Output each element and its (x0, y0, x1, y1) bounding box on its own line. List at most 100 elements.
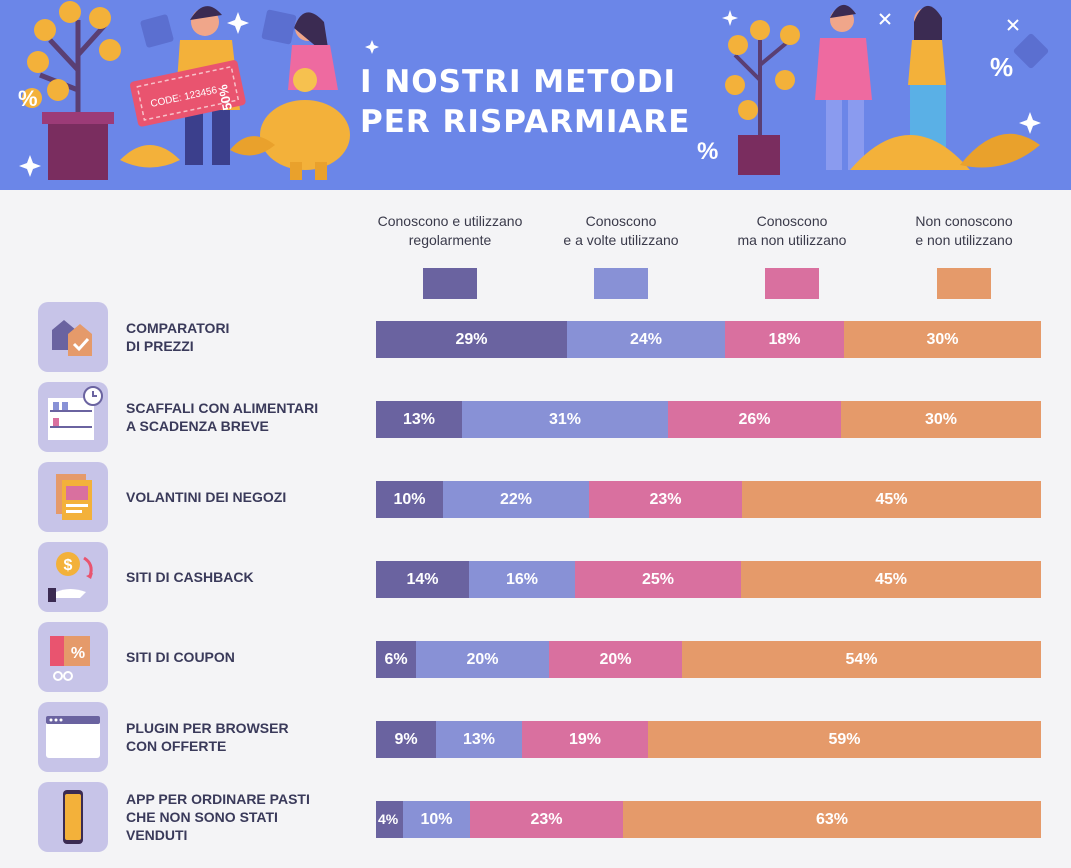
data-label: 54% (845, 651, 878, 668)
stacked-bar: 13% 31% 26% 30% (376, 401, 1041, 438)
data-label: 63% (815, 811, 849, 828)
data-label: 30% (926, 331, 959, 348)
bar-segment-unknown (741, 561, 1041, 598)
data-label: 13% (402, 411, 436, 428)
category-label-line: SITI DI COUPON (126, 649, 235, 665)
bar-segment-known_unused (575, 561, 741, 598)
category-label: SITI DI COUPON (126, 648, 366, 666)
category-label-line: SCAFFALI CON ALIMENTARI (126, 400, 319, 416)
category-label: SITI DI CASHBACK (126, 568, 366, 586)
bar-segment-known_unused (522, 721, 648, 758)
browser-window-icon (38, 702, 108, 772)
data-label: 31% (548, 411, 582, 428)
data-label: 10% (393, 491, 426, 508)
bar-segment-known_unused (549, 641, 682, 678)
coupon-scissors-icon: % (38, 622, 108, 692)
data-label: 25% (641, 571, 675, 588)
data-label: 45% (875, 491, 908, 508)
data-label: 18% (768, 331, 801, 348)
legend-item-sometimes: Conoscono e a volte utilizzano (531, 212, 711, 299)
data-label: 20% (466, 651, 499, 668)
data-label: 9% (394, 731, 418, 748)
legend-swatch (594, 268, 648, 299)
smartphone-icon (38, 782, 108, 852)
data-label: 30% (924, 411, 958, 428)
bar-segment-sometimes (436, 721, 522, 758)
coupon-ticket-icon (129, 60, 246, 127)
cashback-icon: $ (38, 542, 108, 612)
money-tree-icon (22, 1, 121, 180)
flyer-icon (38, 462, 108, 532)
bar-segment-unknown (682, 641, 1041, 678)
legend-label-line2: regolarmente (408, 232, 492, 248)
data-label: 45% (874, 571, 908, 588)
category-label-line: CHE NON SONO STATI (126, 809, 278, 825)
category-label-line: COMPARATORI (126, 320, 230, 336)
category-label: SCAFFALI CON ALIMENTARI A SCADENZA BREVE (126, 399, 366, 435)
percent-sign-far-right: % (990, 52, 1014, 82)
category-label-line: VENDUTI (126, 827, 188, 843)
bar-segment-sometimes (469, 561, 575, 598)
data-label: 4% (378, 811, 399, 827)
category-label-line: A SCADENZA BREVE (126, 418, 269, 434)
data-label: 14% (406, 571, 439, 588)
header-banner: CODE: 123456 50% % % % I NOSTRI METODI P… (0, 0, 1071, 190)
legend-label-line2: e a volte utilizzano (563, 232, 679, 248)
legend-label-line1: Non conoscono (915, 213, 1013, 229)
bar-segment-unknown (742, 481, 1041, 518)
piggy-bank-icon (260, 68, 350, 180)
bar-segment-known_unused (589, 481, 742, 518)
data-label: 20% (599, 651, 632, 668)
legend-label-line2: ma non utilizzano (737, 232, 847, 248)
category-label-line: APP PER ORDINARE PASTI (126, 791, 310, 807)
bar-segment-regular (376, 801, 403, 838)
category-label-line: DI PREZZI (126, 338, 194, 354)
percent-sign-left: % (18, 86, 38, 111)
legend-label-line1: Conoscono (585, 213, 657, 229)
bar-segment-sometimes (403, 801, 470, 838)
legend-label-line1: Conoscono (756, 213, 828, 229)
legend-swatch (765, 268, 819, 299)
bar-segment-known_unused (470, 801, 623, 838)
svg-text:$: $ (64, 557, 73, 574)
bar-segment-unknown (623, 801, 1041, 838)
category-label-line: SITI DI CASHBACK (126, 569, 254, 585)
stacked-bar: 14% 16% 25% 45% (376, 561, 1041, 598)
bar-segment-regular (376, 561, 469, 598)
data-label: 16% (505, 571, 539, 588)
bar-segment-regular (376, 401, 462, 438)
percent-sign-right: % (697, 138, 719, 165)
category-label: APP PER ORDINARE PASTI CHE NON SONO STATI… (126, 790, 366, 844)
shelf-clock-icon (38, 382, 108, 452)
bar-segment-sometimes (567, 321, 725, 358)
legend-item-known-unused: Conoscono ma non utilizzano (702, 212, 882, 299)
bar-segment-unknown (648, 721, 1041, 758)
bar-segment-sometimes (416, 641, 549, 678)
category-label-line: CON OFFERTE (126, 738, 227, 754)
legend-swatch (937, 268, 991, 299)
bar-segment-known_unused (725, 321, 844, 358)
stacked-bar: 6% 20% 20% 54% (376, 641, 1041, 678)
man-with-phone-icon (815, 4, 872, 170)
data-label: 23% (530, 811, 563, 828)
data-label: 24% (629, 331, 663, 348)
page-title: I NOSTRI METODI PER RISPARMIARE (360, 62, 690, 142)
stacked-bar: 4% 10% 23% 63% (376, 801, 1041, 838)
legend-label-line1: Conoscono e utilizzano (377, 213, 523, 229)
data-label: 23% (649, 491, 682, 508)
data-label: 6% (384, 651, 408, 668)
category-label-line: VOLANTINI DEI NEGOZI (126, 489, 287, 505)
woman-with-phone-icon (908, 5, 946, 170)
data-label: 59% (828, 731, 861, 748)
right-money-tree-icon (725, 20, 800, 175)
data-label: 13% (462, 731, 496, 748)
bar-segment-unknown (841, 401, 1041, 438)
bar-segment-regular (376, 481, 443, 518)
data-label: 19% (568, 731, 602, 748)
data-label: 29% (455, 331, 488, 348)
bar-segment-regular (376, 321, 567, 358)
bar-segment-known_unused (668, 401, 841, 438)
category-label: PLUGIN PER BROWSER CON OFFERTE (126, 719, 366, 755)
data-label: 10% (420, 811, 453, 828)
legend-label-line2: e non utilizzano (915, 232, 1013, 248)
